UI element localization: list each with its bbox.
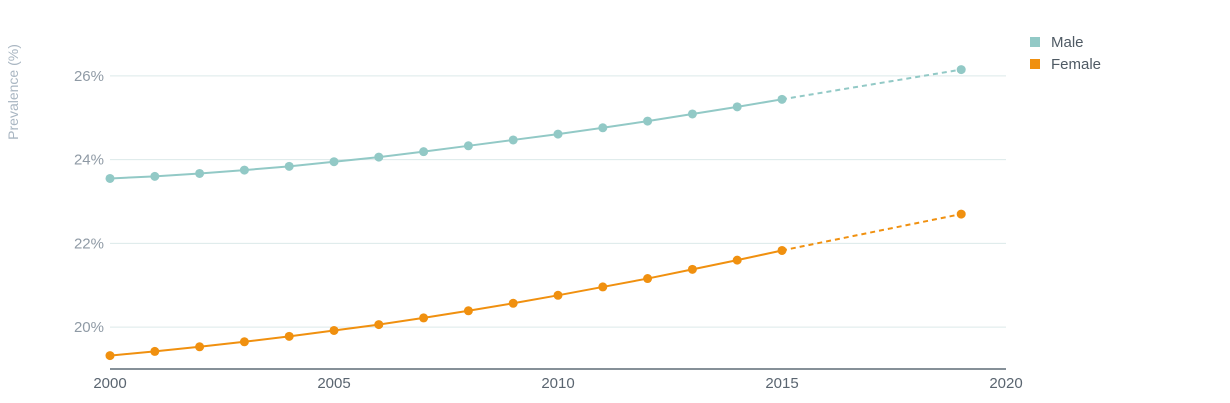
x-tick-labels: 2000 2005 2010 2015 2020 [93,375,1022,392]
legend-label-female: Female [1051,56,1101,73]
data-point [239,337,249,347]
data-point [374,320,384,330]
data-point [284,161,294,171]
x-tick-label: 2010 [541,375,574,392]
y-tick-label: 24% [74,152,104,169]
data-point [150,171,160,181]
data-point [419,313,429,323]
data-point [956,209,966,219]
y-tick-label: 26% [74,68,104,85]
data-point [463,306,473,316]
data-point [553,290,563,300]
series-male [105,65,966,183]
data-point [598,282,608,292]
series-line [109,249,783,357]
data-point [329,325,339,335]
gridlines [110,75,1006,328]
data-point [374,152,384,162]
data-point [732,102,742,112]
data-point [643,274,653,284]
legend-swatch-female [1030,59,1040,69]
data-point [777,245,787,255]
series-line [109,98,783,180]
x-tick-label: 2015 [765,375,798,392]
data-point [239,165,249,175]
series-female [105,209,966,361]
legend: Male Female [1030,34,1101,73]
y-tick-label: 20% [74,319,104,336]
data-point [508,135,518,145]
data-point [195,168,205,178]
data-point [150,346,160,356]
data-point [284,331,294,341]
data-point [643,116,653,126]
data-point [508,298,518,308]
data-point [463,141,473,151]
data-point [553,129,563,139]
series-group [105,65,966,361]
data-point [105,173,115,183]
y-tick-label: 22% [74,235,104,252]
legend-label-male: Male [1051,34,1084,51]
x-tick-label: 2000 [93,375,126,392]
y-tick-labels: 20% 22% 24% 26% [74,68,104,336]
legend-swatch-male [1030,37,1040,47]
y-axis-label: Prevalence (%) [5,44,21,140]
data-point [687,109,697,119]
data-point [105,351,115,361]
data-point [777,94,787,104]
data-point [195,342,205,352]
x-tick-label: 2020 [989,375,1022,392]
series-projection-line [781,213,962,252]
x-tick-label: 2005 [317,375,350,392]
data-point [329,157,339,167]
data-point [956,65,966,75]
data-point [598,123,608,133]
data-point [687,264,697,274]
data-point [419,147,429,157]
series-projection-line [781,68,962,101]
data-point [732,255,742,265]
